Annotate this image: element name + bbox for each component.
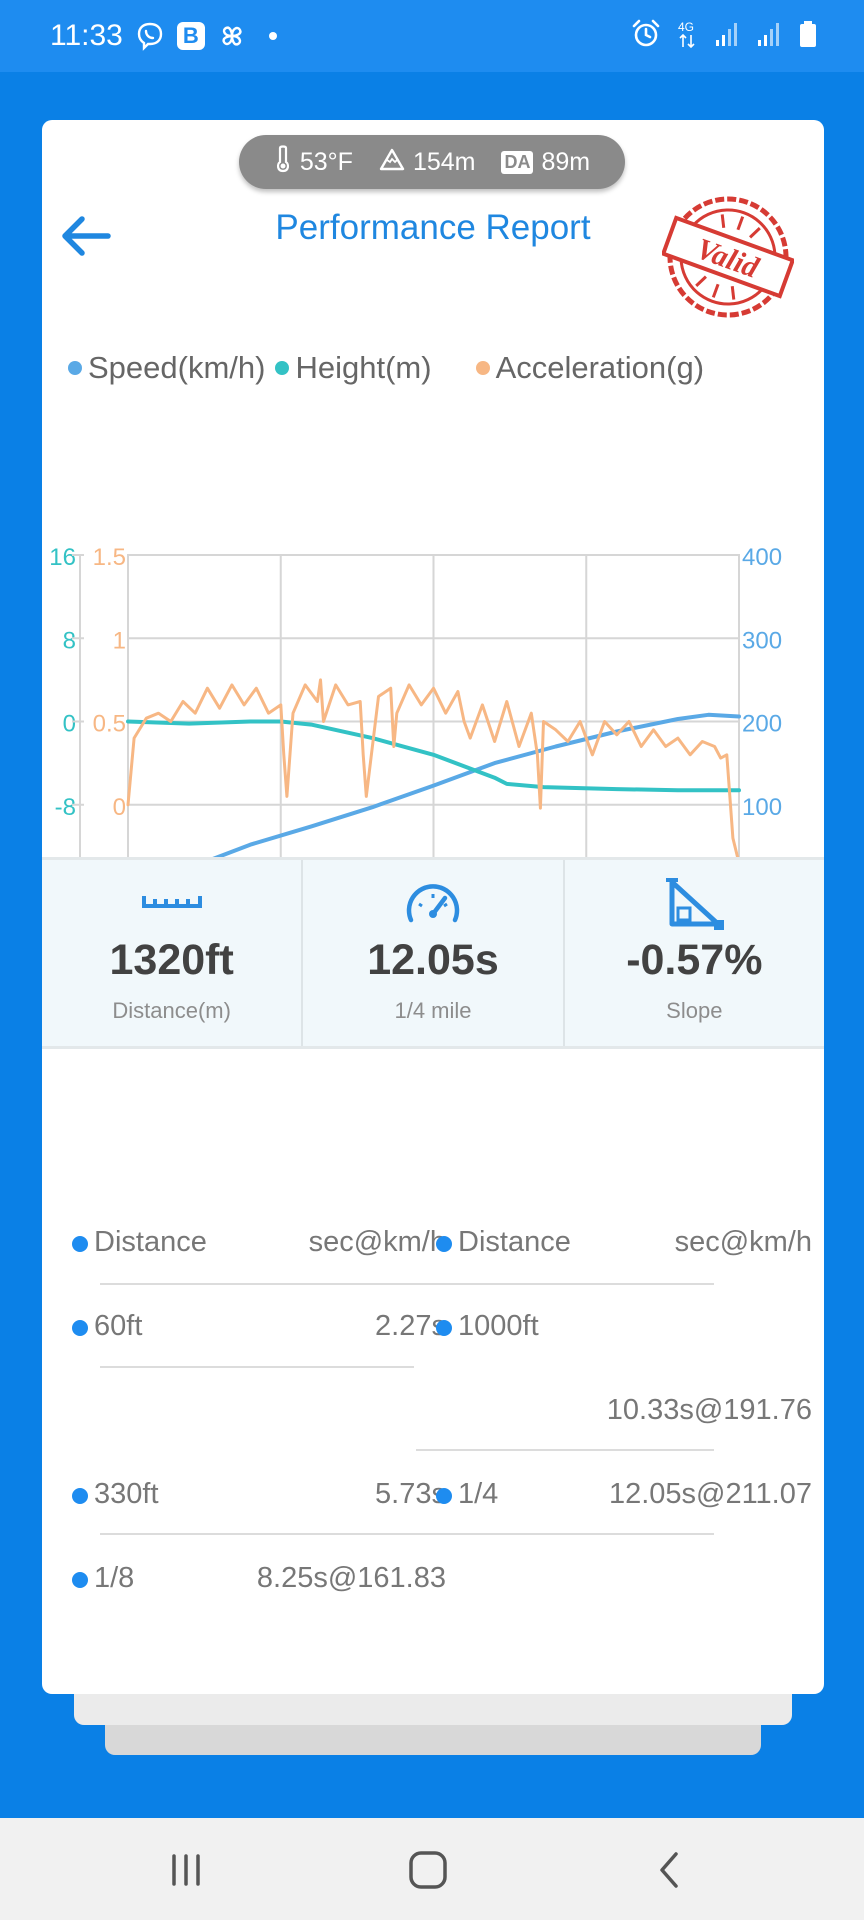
slope-value: -0.57% xyxy=(626,936,763,984)
left-header-dot xyxy=(72,1236,88,1252)
height-tick-label: 0 xyxy=(63,711,76,738)
slope-icon xyxy=(662,876,726,932)
mountain-icon xyxy=(379,147,405,178)
stats-row: 1320ft Distance(m) 12.05s 1/4 mile -0.57… xyxy=(42,857,824,1049)
legend-height[interactable]: Height(m) xyxy=(275,350,432,386)
split-60ft-dot xyxy=(72,1320,88,1336)
quarter-mile-label: 1/4 mile xyxy=(394,998,472,1023)
quarter-mile-time: 12.05s xyxy=(367,936,499,984)
legend-speed[interactable]: Speed(km/h) xyxy=(68,350,265,386)
speed-tick-label: 100 xyxy=(742,794,782,821)
status-time: 11:33 xyxy=(50,19,123,52)
split-60ft-time: 2.27s xyxy=(375,1310,446,1342)
back-nav-icon[interactable] xyxy=(646,1846,694,1894)
signal-icon xyxy=(714,20,742,53)
navigation-bar xyxy=(0,1818,864,1920)
split-330ft-dot xyxy=(72,1488,88,1504)
split-times-table: Distance sec@km/h Distance sec@km/h 60ft… xyxy=(42,1070,824,1594)
acceleration-tick-label: 1 xyxy=(113,627,126,654)
back-arrow-icon[interactable] xyxy=(56,206,116,266)
speedometer-icon xyxy=(401,876,465,932)
temperature-item: 53°F xyxy=(274,144,353,180)
speed-tick-label: 300 xyxy=(742,627,782,654)
left-header-distance: Distance xyxy=(94,1226,207,1258)
split-330ft-label: 330ft xyxy=(94,1478,159,1510)
notification-dot xyxy=(268,32,277,40)
split-eighth-label: 1/8 xyxy=(94,1562,135,1594)
stat-time: 12.05s 1/4 mile xyxy=(301,860,562,1046)
stat-slope: -0.57% Slope xyxy=(562,860,824,1046)
legend-height-dot xyxy=(275,361,290,375)
row-divider xyxy=(100,1366,414,1368)
split-quarter-time: 12.05s@211.07 xyxy=(608,1478,812,1510)
series-line-acceleration xyxy=(126,678,741,865)
status-right: 4G xyxy=(630,18,818,55)
acceleration-tick-label: 0 xyxy=(113,794,126,821)
split-60ft-label: 60ft xyxy=(94,1310,143,1342)
report-card: 53°F 154m DA 89m Performance Report xyxy=(42,120,824,1694)
height-tick-label: 16 xyxy=(49,544,76,571)
distance-label: Distance(m) xyxy=(112,998,231,1023)
recent-apps-icon[interactable] xyxy=(162,1846,210,1894)
split-1000ft-time: 10.33s@191.76 xyxy=(606,1394,812,1426)
row-divider xyxy=(100,1533,714,1535)
header-divider xyxy=(100,1283,714,1285)
right-header-distance: Distance xyxy=(458,1226,571,1258)
legend-acceleration-dot xyxy=(475,361,490,375)
split-quarter-label: 1/4 xyxy=(458,1478,499,1510)
viber-icon xyxy=(135,21,165,51)
altitude-value: 154m xyxy=(412,147,476,176)
da-badge: DA xyxy=(501,150,534,174)
battery-icon xyxy=(798,19,818,54)
right-header-dot xyxy=(436,1236,452,1252)
weather-pill: 53°F 154m DA 89m xyxy=(239,135,625,189)
status-left: 11:33 B xyxy=(50,19,277,53)
speed-tick-label: 400 xyxy=(742,544,782,571)
alarm-icon xyxy=(630,18,662,55)
home-icon[interactable] xyxy=(404,1846,452,1894)
speed-tick-label: 200 xyxy=(742,711,782,738)
valid-stamp: Valid xyxy=(660,192,796,322)
split-330ft-time: 5.73s xyxy=(375,1478,446,1510)
legend-speed-label: Speed(km/h) xyxy=(88,350,266,385)
right-header-time: sec@km/h xyxy=(674,1226,812,1258)
ruler-icon xyxy=(140,876,204,932)
row-divider xyxy=(416,1449,714,1451)
b-app-icon: B xyxy=(176,22,205,50)
split-eighth-dot xyxy=(72,1572,88,1588)
network-4g-icon: 4G xyxy=(676,19,700,54)
stat-distance: 1320ft Distance(m) xyxy=(42,860,301,1046)
height-tick-label: -8 xyxy=(55,794,76,821)
acceleration-tick-label: 0.5 xyxy=(93,711,126,738)
legend-speed-dot xyxy=(68,361,82,375)
signal-icon-2 xyxy=(756,20,784,53)
legend-acceleration[interactable]: Acceleration(g) xyxy=(475,350,705,386)
acceleration-tick-label: 1.5 xyxy=(93,544,126,571)
pinwheel-icon xyxy=(217,21,247,51)
altitude-item: 154m xyxy=(379,147,476,178)
status-bar: 11:33 B 4G xyxy=(0,0,864,72)
svg-text:4G: 4G xyxy=(678,20,694,34)
density-altitude-value: 89m xyxy=(541,147,591,176)
split-eighth-time: 8.25s@161.83 xyxy=(256,1562,446,1594)
split-1000ft-dot xyxy=(436,1320,452,1336)
series-line-speed xyxy=(126,712,741,890)
left-header-time: sec@km/h xyxy=(308,1226,446,1258)
distance-value: 1320ft xyxy=(109,936,234,984)
height-tick-label: 8 xyxy=(63,627,76,654)
legend-height-label: Height(m) xyxy=(295,350,432,385)
temperature-value: 53°F xyxy=(299,147,353,176)
legend-acceleration-label: Acceleration(g) xyxy=(495,350,705,385)
thermometer-icon xyxy=(274,144,292,180)
chart-legend: Speed(km/h) Height(m) Acceleration(g) xyxy=(68,348,714,388)
split-quarter-dot xyxy=(436,1488,452,1504)
slope-label: Slope xyxy=(666,998,723,1023)
density-altitude-item: DA 89m xyxy=(501,148,590,177)
page-title: Performance Report xyxy=(275,208,591,247)
series-line-height xyxy=(126,719,741,793)
split-1000ft-label: 1000ft xyxy=(458,1310,539,1342)
